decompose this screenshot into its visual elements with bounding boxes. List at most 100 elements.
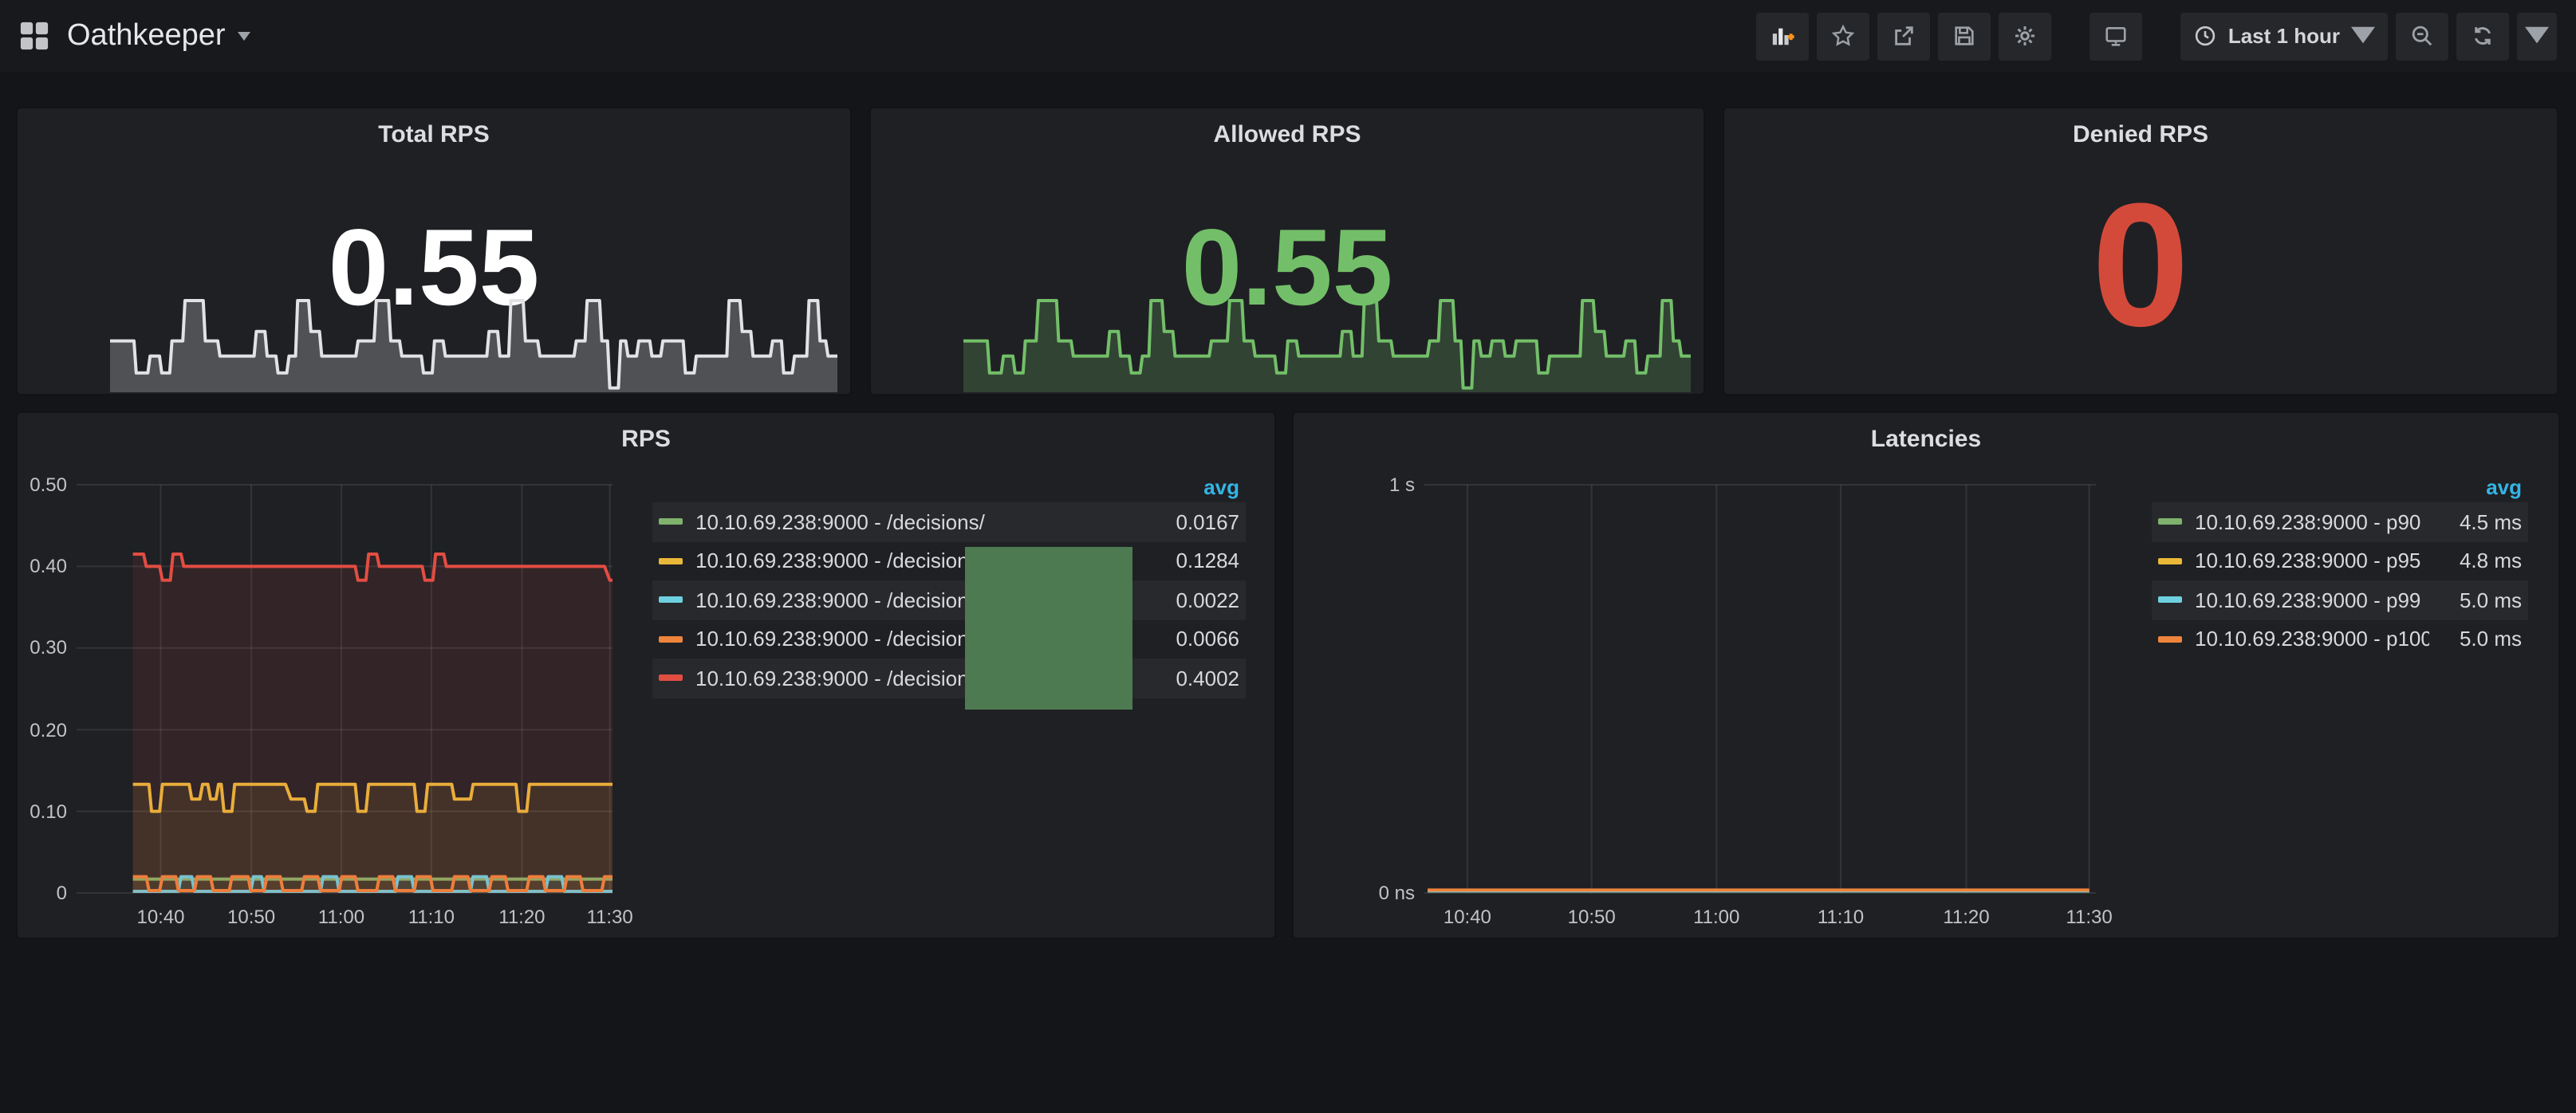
cycle-view-mode-button[interactable] [2089,12,2142,60]
sparkline [110,293,837,392]
x-axis-tick: 11:30 [2066,906,2113,928]
legend-row[interactable]: 10.10.69.238:9000 - /decisions/0.0167 [652,502,1246,541]
legend-row[interactable]: 10.10.69.238:9000 - p100 5.0 ms [2152,619,2528,659]
x-axis-tick: 11:10 [408,906,455,928]
panel-latencies: Latencies avg 10.10.69.238:9000 - p90 4.5 … [1292,411,2560,939]
y-axis-tick: 0 ns [1378,882,1415,904]
legend-series-name: 10.10.69.238:9000 - /decisions/ [695,588,985,612]
legend-avg-value: 0.4002 [1176,666,1239,690]
caret-down-icon [2351,26,2375,44]
legend-avg-value: 0.0066 [1176,627,1239,651]
save-dashboard-button[interactable] [1937,12,1991,60]
caret-down-icon [238,31,251,40]
legend-row[interactable]: 10.10.69.238:9000 - /decisions/0.0066 [652,619,1246,659]
x-axis-tick: 10:50 [227,906,276,928]
time-range-label: Last 1 hour [2227,24,2340,48]
rps-chart[interactable] [77,484,613,894]
sparkline-chart [110,299,837,392]
star-icon [1831,24,1855,46]
dashboards-grid-icon[interactable] [19,21,49,51]
legend-avg-value: 0.0022 [1176,588,1239,612]
refresh-icon [2474,27,2491,45]
panel-allowed-rps: Allowed RPS 0.55 [869,107,1705,395]
stat-value: 0.55 [1181,207,1393,328]
monitor-icon [2105,26,2126,46]
panel-title[interactable]: Denied RPS [2072,121,2209,148]
legend-avg-header[interactable]: avg [2486,474,2522,498]
legend-avg-value: 4.5 ms [2459,509,2522,534]
star-dashboard-button[interactable] [1816,12,1869,60]
legend-series-name: 10.10.69.238:9000 - p90 [2195,509,2421,534]
legend-series-name: 10.10.69.238:9000 - p100 [2195,627,2429,651]
y-axis-tick: 0.50 [30,474,67,496]
x-axis-tick: 11:10 [1817,906,1865,928]
sparkline-chart [963,299,1691,392]
series-color-swatch-icon [659,635,683,643]
legend-avg-header[interactable]: avg [1203,474,1239,498]
panel-title[interactable]: Allowed RPS [1213,121,1361,148]
legend-avg-value: 5.0 ms [2459,588,2522,612]
save-icon [1955,26,1974,45]
panel-total-rps: Total RPS 0.55 [16,107,852,395]
legend-avg-value: 5.0 ms [2459,627,2522,651]
series-color-swatch-icon [659,596,683,604]
y-axis-tick: 0.20 [30,718,67,741]
panel-rps: RPS avg 10.10.69.238:9000 - /decisions/0.… [16,411,1276,939]
latencies-chart[interactable] [1424,484,2096,894]
series-color-swatch-icon [2158,596,2182,604]
dashboard-title-dropdown[interactable]: Oathkeeper [67,18,251,53]
legend-series-name: 10.10.69.238:9000 - p95 [2195,549,2421,573]
settings-gear-icon [2015,26,2034,45]
clock-icon [2195,26,2216,46]
legend-row[interactable]: 10.10.69.238:9000 - p99 5.0 ms [2152,580,2528,619]
legend-overlay-artifact [965,547,1132,710]
panel-title[interactable]: RPS [621,426,671,453]
add-panel-button[interactable] [1755,12,1809,60]
sparkline [963,293,1691,392]
legend-series-name: 10.10.69.238:9000 - /decisions/ [695,627,985,651]
y-axis-tick: 0.30 [30,636,67,659]
apps-grid-icon [20,22,49,50]
y-axis-tick: 1 s [1388,474,1415,496]
x-axis-tick: 11:00 [1693,906,1740,928]
legend-series-name: 10.10.69.238:9000 - p99 [2195,588,2421,612]
legend-avg-value: 4.8 ms [2459,549,2522,573]
legend-series-name: 10.10.69.238:9000 - /decisions/ [695,549,985,573]
refresh-interval-dropdown[interactable] [2517,12,2557,60]
legend-row[interactable]: 10.10.69.238:9000 - p95 4.8 ms [2152,541,2528,580]
series-color-swatch-icon [2158,557,2182,564]
y-axis-tick: 0 [56,882,67,904]
dashboard-title: Oathkeeper [67,18,226,52]
time-range-picker[interactable]: Last 1 hour [2180,12,2388,60]
series-color-swatch-icon [659,518,683,525]
legend-avg-value: 0.1284 [1176,549,1239,573]
rps-legend: avg 10.10.69.238:9000 - /decisions/0.0167… [652,470,1246,698]
x-axis-tick: 10:40 [136,906,185,928]
stat-value: 0.55 [328,207,540,328]
legend-series-name: 10.10.69.238:9000 - /decisions/ [695,509,985,534]
legend-row[interactable]: 10.10.69.238:9000 - /decisions/0.0022 [652,580,1246,619]
panel-title[interactable]: Total RPS [378,121,490,148]
legend-avg-value: 0.0167 [1176,509,1239,534]
zoom-out-time-button[interactable] [2396,12,2448,60]
legend-row[interactable]: 10.10.69.238:9000 - /decisions/0.4002 [652,659,1246,698]
x-axis-tick: 11:20 [1943,906,1990,928]
legend-series-name: 10.10.69.238:9000 - /decisions/ [695,666,985,690]
series-color-swatch-icon [659,674,683,682]
zoom-out-icon [2412,26,2432,46]
x-axis-tick: 10:40 [1443,906,1491,928]
panel-denied-rps: Denied RPS 0 [1723,107,2558,395]
refresh-button[interactable] [2456,12,2509,60]
dashboard-settings-button[interactable] [1998,12,2051,60]
stat-value: 0 [2091,167,2190,364]
x-axis-tick: 11:20 [498,906,546,928]
legend-row[interactable]: 10.10.69.238:9000 - p90 4.5 ms [2152,502,2528,541]
y-axis-tick: 0.40 [30,555,67,578]
x-axis-tick: 11:30 [586,906,633,928]
navbar: Oathkeeper [0,0,2576,72]
series-color-swatch-icon [2158,518,2182,525]
share-dashboard-button[interactable] [1877,12,1930,60]
panel-title[interactable]: Latencies [1870,426,1982,453]
legend-row[interactable]: 10.10.69.238:9000 - /decisions/0.1284 [652,541,1246,580]
